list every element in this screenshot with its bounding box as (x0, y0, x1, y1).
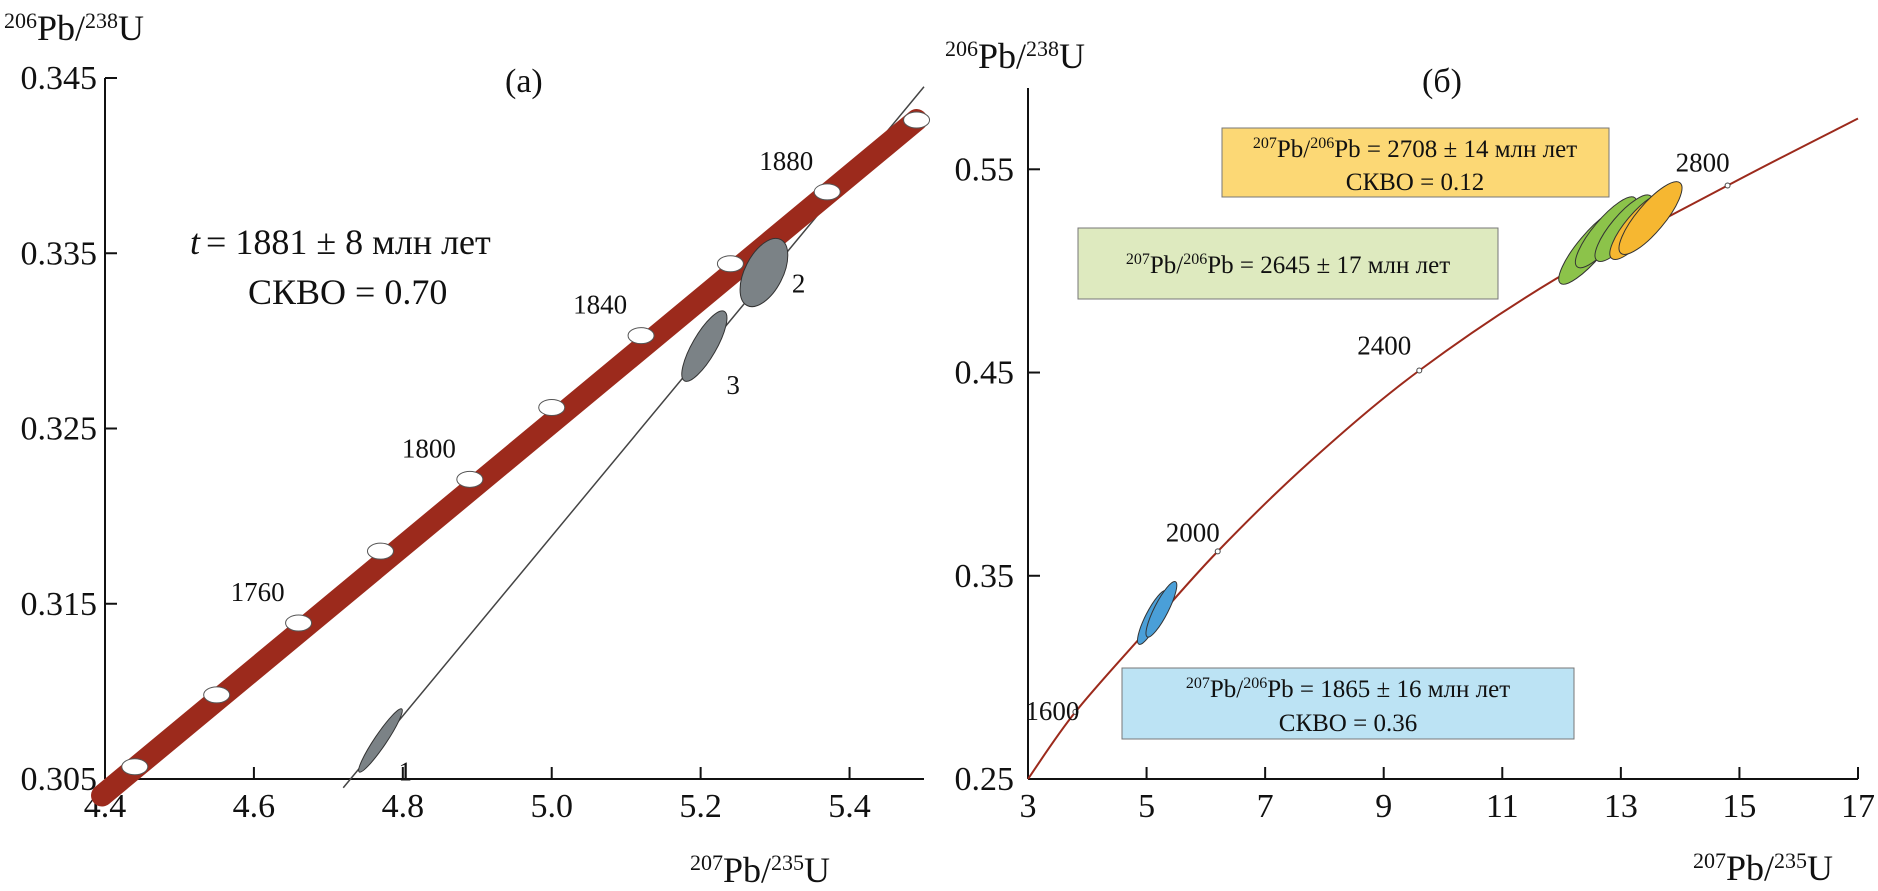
panel-a-x-tick-label: 5.0 (530, 788, 573, 825)
panel-a-concordia-band (91, 109, 928, 807)
panel-a-spot-ellipse (681, 310, 728, 382)
panel-b-labels-layer: 1600 2000 2400 2800 (1025, 148, 1729, 726)
panel-b-y-tick-label: 0.35 (955, 558, 1015, 595)
panel-b-axes: 3 5 7 9 11 13 15 17 0.25 0.35 0.45 0.55 (955, 88, 1875, 825)
panel-a-x-tick-label: 4.8 (382, 788, 425, 825)
panel-a-y-tick-label: 0.305 (21, 761, 98, 798)
panel-b-y-tick-label: 0.55 (955, 151, 1015, 188)
panel-b-label: (б) (1422, 63, 1462, 100)
panel-a-y-tick-label: 0.315 (21, 586, 98, 623)
panel-b-y-axis-title: 206Pb/238U (945, 36, 1085, 76)
panel-a-age-label: 1760 (231, 577, 285, 607)
panel-b-spots-layer (1137, 181, 1683, 645)
panel-a-concordia-age-marker (285, 614, 313, 632)
panel-a-concordia-layer (91, 109, 931, 807)
panel-a-age-label: 1840 (573, 290, 627, 320)
panel-b-y-tick-label: 0.25 (955, 761, 1015, 798)
panel-b-age-label: 1600 (1025, 696, 1079, 726)
panel-a: 4.4 4.6 4.8 5.0 5.2 5.40.3050.3150.3250.3350.… (4, 8, 931, 890)
panel-a-concordia-age-marker (716, 255, 744, 273)
panel-a-x-axis-title: 207Pb/235U (690, 850, 830, 890)
panel-b-box-yellow-line2: СКВО = 0.12 (1346, 169, 1484, 196)
panel-a-x-tick-label: 5.2 (679, 788, 722, 825)
panel-a-age-label: 1800 (402, 433, 456, 463)
panel-a-concordia-age-marker (903, 111, 931, 129)
panel-a-x-tick-label: 5.4 (828, 788, 871, 825)
panel-a-concordia-age-marker (538, 398, 566, 416)
panel-b: 3 5 7 9 11 13 15 17 0.25 0.35 0.45 0.55 207Pb/206Pb… (945, 36, 1875, 888)
panel-b-age-label: 2000 (1166, 517, 1220, 547)
panel-b-x-tick-label: 7 (1257, 788, 1274, 825)
panel-b-age-marker (1072, 708, 1079, 715)
panel-a-y-tick-label: 0.325 (21, 411, 98, 448)
panel-b-box-green (1077, 227, 1499, 300)
panel-b-x-tick-label: 11 (1486, 788, 1519, 825)
panel-a-spot-ellipse (358, 708, 403, 773)
panel-a-spots-layer: 1 3 2 (358, 237, 806, 786)
panel-b-box-yellow-line1: 207Pb/206Pb = 2708 ± 14 млн лет (1253, 135, 1577, 163)
panel-b-box-blue (1121, 667, 1575, 740)
panel-a-spot-label: 1 (398, 756, 412, 786)
panel-a-concordia-age-marker (366, 542, 394, 560)
panel-b-x-tick-label: 17 (1841, 788, 1875, 825)
panel-b-box-blue-line2: СКВО = 0.36 (1279, 710, 1417, 737)
panel-b-age-label: 2400 (1357, 330, 1411, 360)
panel-a-y-tick-label: 0.335 (21, 235, 98, 272)
panel-a-spot-label: 3 (726, 370, 740, 400)
panel-b-age-marker (1416, 367, 1423, 374)
panel-a-age-result: t = 1881 ± 8 млн лет (190, 222, 491, 262)
panel-b-box-blue-line1: 207Pb/206Pb = 1865 ± 16 млн лет (1186, 675, 1510, 703)
panel-a-y-tick-label: 0.345 (21, 60, 98, 97)
panel-b-x-axis-title: 207Pb/235U (1693, 848, 1833, 888)
panel-a-age-label: 1880 (759, 146, 813, 176)
panel-b-box-green-line1: 207Pb/206Pb = 2645 ± 17 млн лет (1126, 251, 1450, 279)
panel-b-spot-ellipse (1145, 580, 1178, 638)
panel-b-x-tick-label: 9 (1375, 788, 1392, 825)
panel-a-spot-ellipse (739, 237, 789, 308)
panel-b-box-yellow (1221, 127, 1610, 198)
panel-a-y-axis-title: 206Pb/238U (4, 8, 144, 48)
panel-b-x-tick-label: 15 (1722, 788, 1756, 825)
panel-a-concordia-age-marker (456, 470, 484, 488)
panel-b-age-marker (1724, 182, 1731, 189)
panel-a-labels-layer: 1760 1800 1840 1880 (231, 146, 814, 607)
panel-b-concordia-curve (1027, 117, 1859, 780)
panel-b-y-tick-label: 0.45 (955, 355, 1015, 392)
panel-a-concordia-age-marker (627, 327, 655, 345)
panel-a-spot-label: 2 (792, 269, 806, 299)
panel-a-x-tick-label: 4.6 (233, 788, 276, 825)
panel-a-mswd: СКВО = 0.70 (248, 272, 447, 312)
panel-b-age-label: 2800 (1676, 148, 1730, 178)
panel-a-concordia-age-marker (203, 686, 231, 704)
panel-a-label: (а) (505, 63, 543, 100)
panel-b-spot-ellipse (1618, 181, 1683, 255)
panel-b-x-tick-label: 3 (1020, 788, 1037, 825)
panel-a-concordia-age-marker (813, 183, 841, 201)
panel-b-age-marker (1214, 548, 1221, 555)
panel-b-x-tick-label: 5 (1138, 788, 1155, 825)
panel-a-concordia-age-marker (121, 758, 149, 776)
panel-b-x-tick-label: 13 (1604, 788, 1638, 825)
panel-b-concordia-layer (1027, 117, 1859, 780)
